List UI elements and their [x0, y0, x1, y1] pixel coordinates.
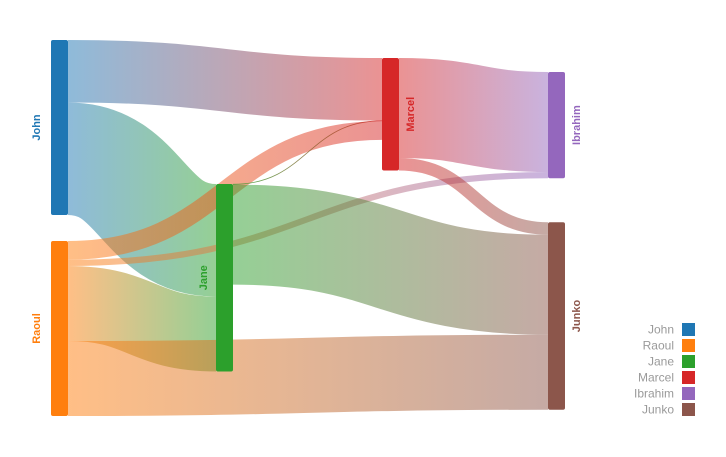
- link-raoul-to-jane: [67, 266, 217, 372]
- labels-layer: John Raoul Jane Marcel Ibrahim Junko: [31, 97, 583, 344]
- node-ibrahim: [548, 72, 565, 179]
- nodes-layer: [51, 40, 565, 416]
- node-label-jane: Jane: [198, 265, 210, 290]
- legend-swatch-john: [682, 323, 695, 336]
- legend-label-marcel: Marcel: [638, 371, 674, 385]
- legend-label-john: John: [648, 323, 674, 337]
- node-jane: [216, 184, 233, 372]
- links-layer: [64, 40, 549, 416]
- legend-label-ibrahim: Ibrahim: [634, 387, 674, 401]
- node-junko: [548, 222, 565, 410]
- legend-label-raoul: Raoul: [643, 339, 674, 353]
- link-raoul-to-junko: [67, 334, 549, 416]
- link-marcel-to-junko: [398, 158, 549, 235]
- link-john-to-marcel: [67, 40, 383, 121]
- legend-label-jane: Jane: [648, 355, 674, 369]
- node-label-marcel: Marcel: [405, 97, 417, 132]
- node-john: [51, 40, 68, 215]
- link-jane-to-marcel: [232, 120, 383, 185]
- node-raoul: [51, 241, 68, 416]
- node-label-junko: Junko: [571, 300, 583, 333]
- node-label-ibrahim: Ibrahim: [571, 105, 583, 145]
- link-john-to-jane: [64, 102, 220, 297]
- link-marcel-to-ibrahim: [398, 58, 549, 172]
- legend-swatch-jane: [682, 355, 695, 368]
- legend-swatch-marcel: [682, 371, 695, 384]
- legend-label-junko: Junko: [642, 403, 674, 417]
- legend-swatch-ibrahim: [682, 387, 695, 400]
- legend-swatch-junko: [682, 403, 695, 416]
- link-jane-to-junko: [232, 184, 549, 335]
- node-marcel: [382, 58, 399, 171]
- legend: John Raoul Jane Marcel Ibrahim Junko: [634, 323, 695, 417]
- node-label-john: John: [31, 114, 43, 141]
- node-label-raoul: Raoul: [31, 313, 43, 344]
- legend-swatch-raoul: [682, 339, 695, 352]
